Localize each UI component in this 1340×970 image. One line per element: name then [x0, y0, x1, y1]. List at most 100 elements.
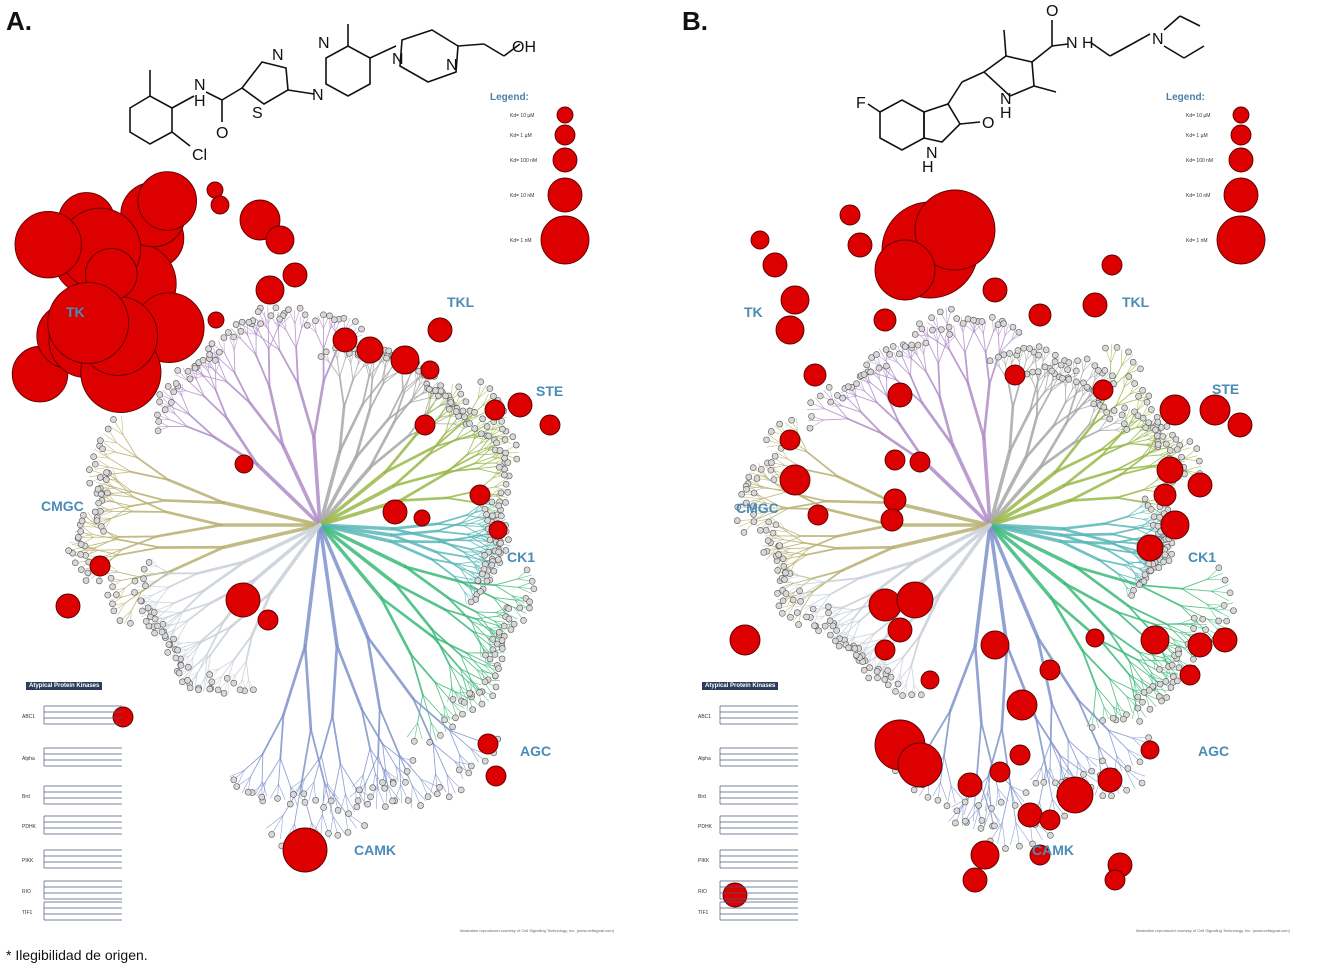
- tree-branch: [1074, 565, 1130, 607]
- tree-branch: [464, 592, 467, 604]
- tree-branch: [448, 729, 480, 742]
- tree-branch: [420, 778, 436, 797]
- tree-branch: [1107, 629, 1140, 653]
- tree-branch: [117, 602, 126, 616]
- tree-branch: [328, 361, 341, 378]
- tree-branch: [866, 666, 877, 675]
- tree-branch: [430, 628, 462, 656]
- kinase-tip-marker: [1073, 367, 1080, 375]
- tree-branch: [121, 415, 124, 436]
- kinase-tip-marker: [191, 364, 199, 372]
- kinase-tip-marker: [432, 387, 439, 394]
- tree-branch: [1037, 372, 1042, 381]
- tree-branch: [1052, 409, 1076, 428]
- legend-entry-label: Kd= 100 nM: [510, 158, 537, 164]
- tree-branch: [108, 466, 132, 473]
- kinase-tip-marker: [914, 341, 922, 349]
- kinase-tip-marker: [437, 732, 444, 739]
- tree-branch: [211, 668, 220, 679]
- kinase-tip-marker: [832, 637, 839, 645]
- binding-hit-circle: [390, 345, 420, 375]
- binding-hit-circle: [1187, 472, 1213, 498]
- tree-branch: [379, 596, 413, 656]
- tree-branch: [786, 531, 805, 544]
- binding-hit-circle: [775, 315, 805, 345]
- tree-branch: [901, 349, 912, 360]
- tree-branch: [352, 363, 359, 381]
- kinase-tip-marker: [77, 528, 84, 535]
- kinase-tip-marker: [916, 320, 923, 328]
- kinase-tip-marker: [1199, 615, 1207, 623]
- kinase-tip-marker: [1106, 415, 1114, 423]
- tree-branch: [1147, 434, 1158, 455]
- kinase-tip-marker: [172, 380, 180, 387]
- tree-branch: [1128, 674, 1136, 704]
- tree-branch: [173, 619, 189, 632]
- tree-branch: [1063, 582, 1111, 632]
- tree-branch: [108, 596, 123, 601]
- kinase-tip-marker: [528, 577, 536, 585]
- tree-branch: [808, 419, 825, 421]
- binding-hit-circle: [47, 281, 130, 364]
- tree-branch: [379, 596, 434, 638]
- tree-branch: [1008, 406, 1015, 453]
- tree-branch: [269, 783, 279, 799]
- kinase-tip-marker: [500, 622, 508, 630]
- panel-b-letter: B.: [682, 6, 708, 36]
- kinase-tip-marker: [496, 463, 503, 471]
- kinase-tip-marker: [779, 555, 787, 563]
- kinase-tip-marker: [156, 398, 163, 406]
- kinase-tip-marker: [734, 503, 742, 511]
- tree-branch: [476, 453, 503, 456]
- kinase-tip-marker: [789, 596, 797, 604]
- tree-branch: [240, 338, 257, 356]
- kinase-tip-marker: [449, 696, 457, 703]
- kinase-tip-marker: [1099, 792, 1107, 800]
- binding-hit-circle: [1056, 776, 1094, 814]
- tree-branch: [1042, 350, 1051, 362]
- tree-branch: [108, 425, 124, 436]
- tree-branch: [360, 707, 384, 745]
- kinase-tip-marker: [1163, 440, 1170, 448]
- kinase-tip-marker: [467, 598, 475, 606]
- tree-branch: [241, 323, 258, 336]
- kinase-tip-marker: [425, 385, 433, 393]
- tree-branch: [782, 553, 794, 555]
- tree-branch: [315, 332, 324, 350]
- tree-branch: [928, 709, 952, 746]
- kinase-tip-marker: [807, 399, 815, 406]
- tree-branch: [236, 678, 243, 690]
- kinase-tip-marker: [1029, 368, 1036, 376]
- kinase-tip-marker: [767, 466, 775, 474]
- kinase-tip-marker: [866, 664, 873, 671]
- kinase-tip-marker: [1109, 372, 1116, 380]
- kinase-tip-marker: [498, 645, 506, 652]
- kinase-tip-marker: [327, 797, 335, 805]
- kinase-tip-marker: [1145, 686, 1153, 694]
- kinase-tip-marker: [803, 613, 810, 621]
- kinase-tip-marker: [495, 548, 502, 556]
- tree-branch: [238, 769, 245, 784]
- kinase-tip-marker: [95, 499, 102, 507]
- kinase-tip-marker: [154, 427, 162, 435]
- kinase-tip-marker: [750, 489, 758, 497]
- tree-branch: [431, 635, 468, 654]
- tree-branch: [170, 406, 191, 416]
- kinase-tip-marker: [1202, 626, 1209, 634]
- kinase-tip-marker: [1020, 344, 1028, 352]
- tree-branch: [474, 450, 489, 464]
- kinase-tip-marker: [237, 327, 245, 335]
- legend-size-circle: [1228, 147, 1254, 173]
- atypical-group-label: RIO: [22, 889, 31, 895]
- kinase-tip-marker: [186, 684, 194, 692]
- tree-branch: [430, 558, 455, 578]
- binding-hit-circle: [420, 360, 440, 380]
- tree-branch: [433, 415, 450, 425]
- tree-branch: [902, 634, 922, 658]
- tree-branch: [1067, 739, 1087, 757]
- kinase-tip-marker: [764, 537, 772, 544]
- kinase-tip-marker: [116, 617, 124, 624]
- tree-branch: [468, 540, 486, 551]
- binding-hit-circle: [1199, 394, 1231, 426]
- tree-branch: [905, 664, 912, 685]
